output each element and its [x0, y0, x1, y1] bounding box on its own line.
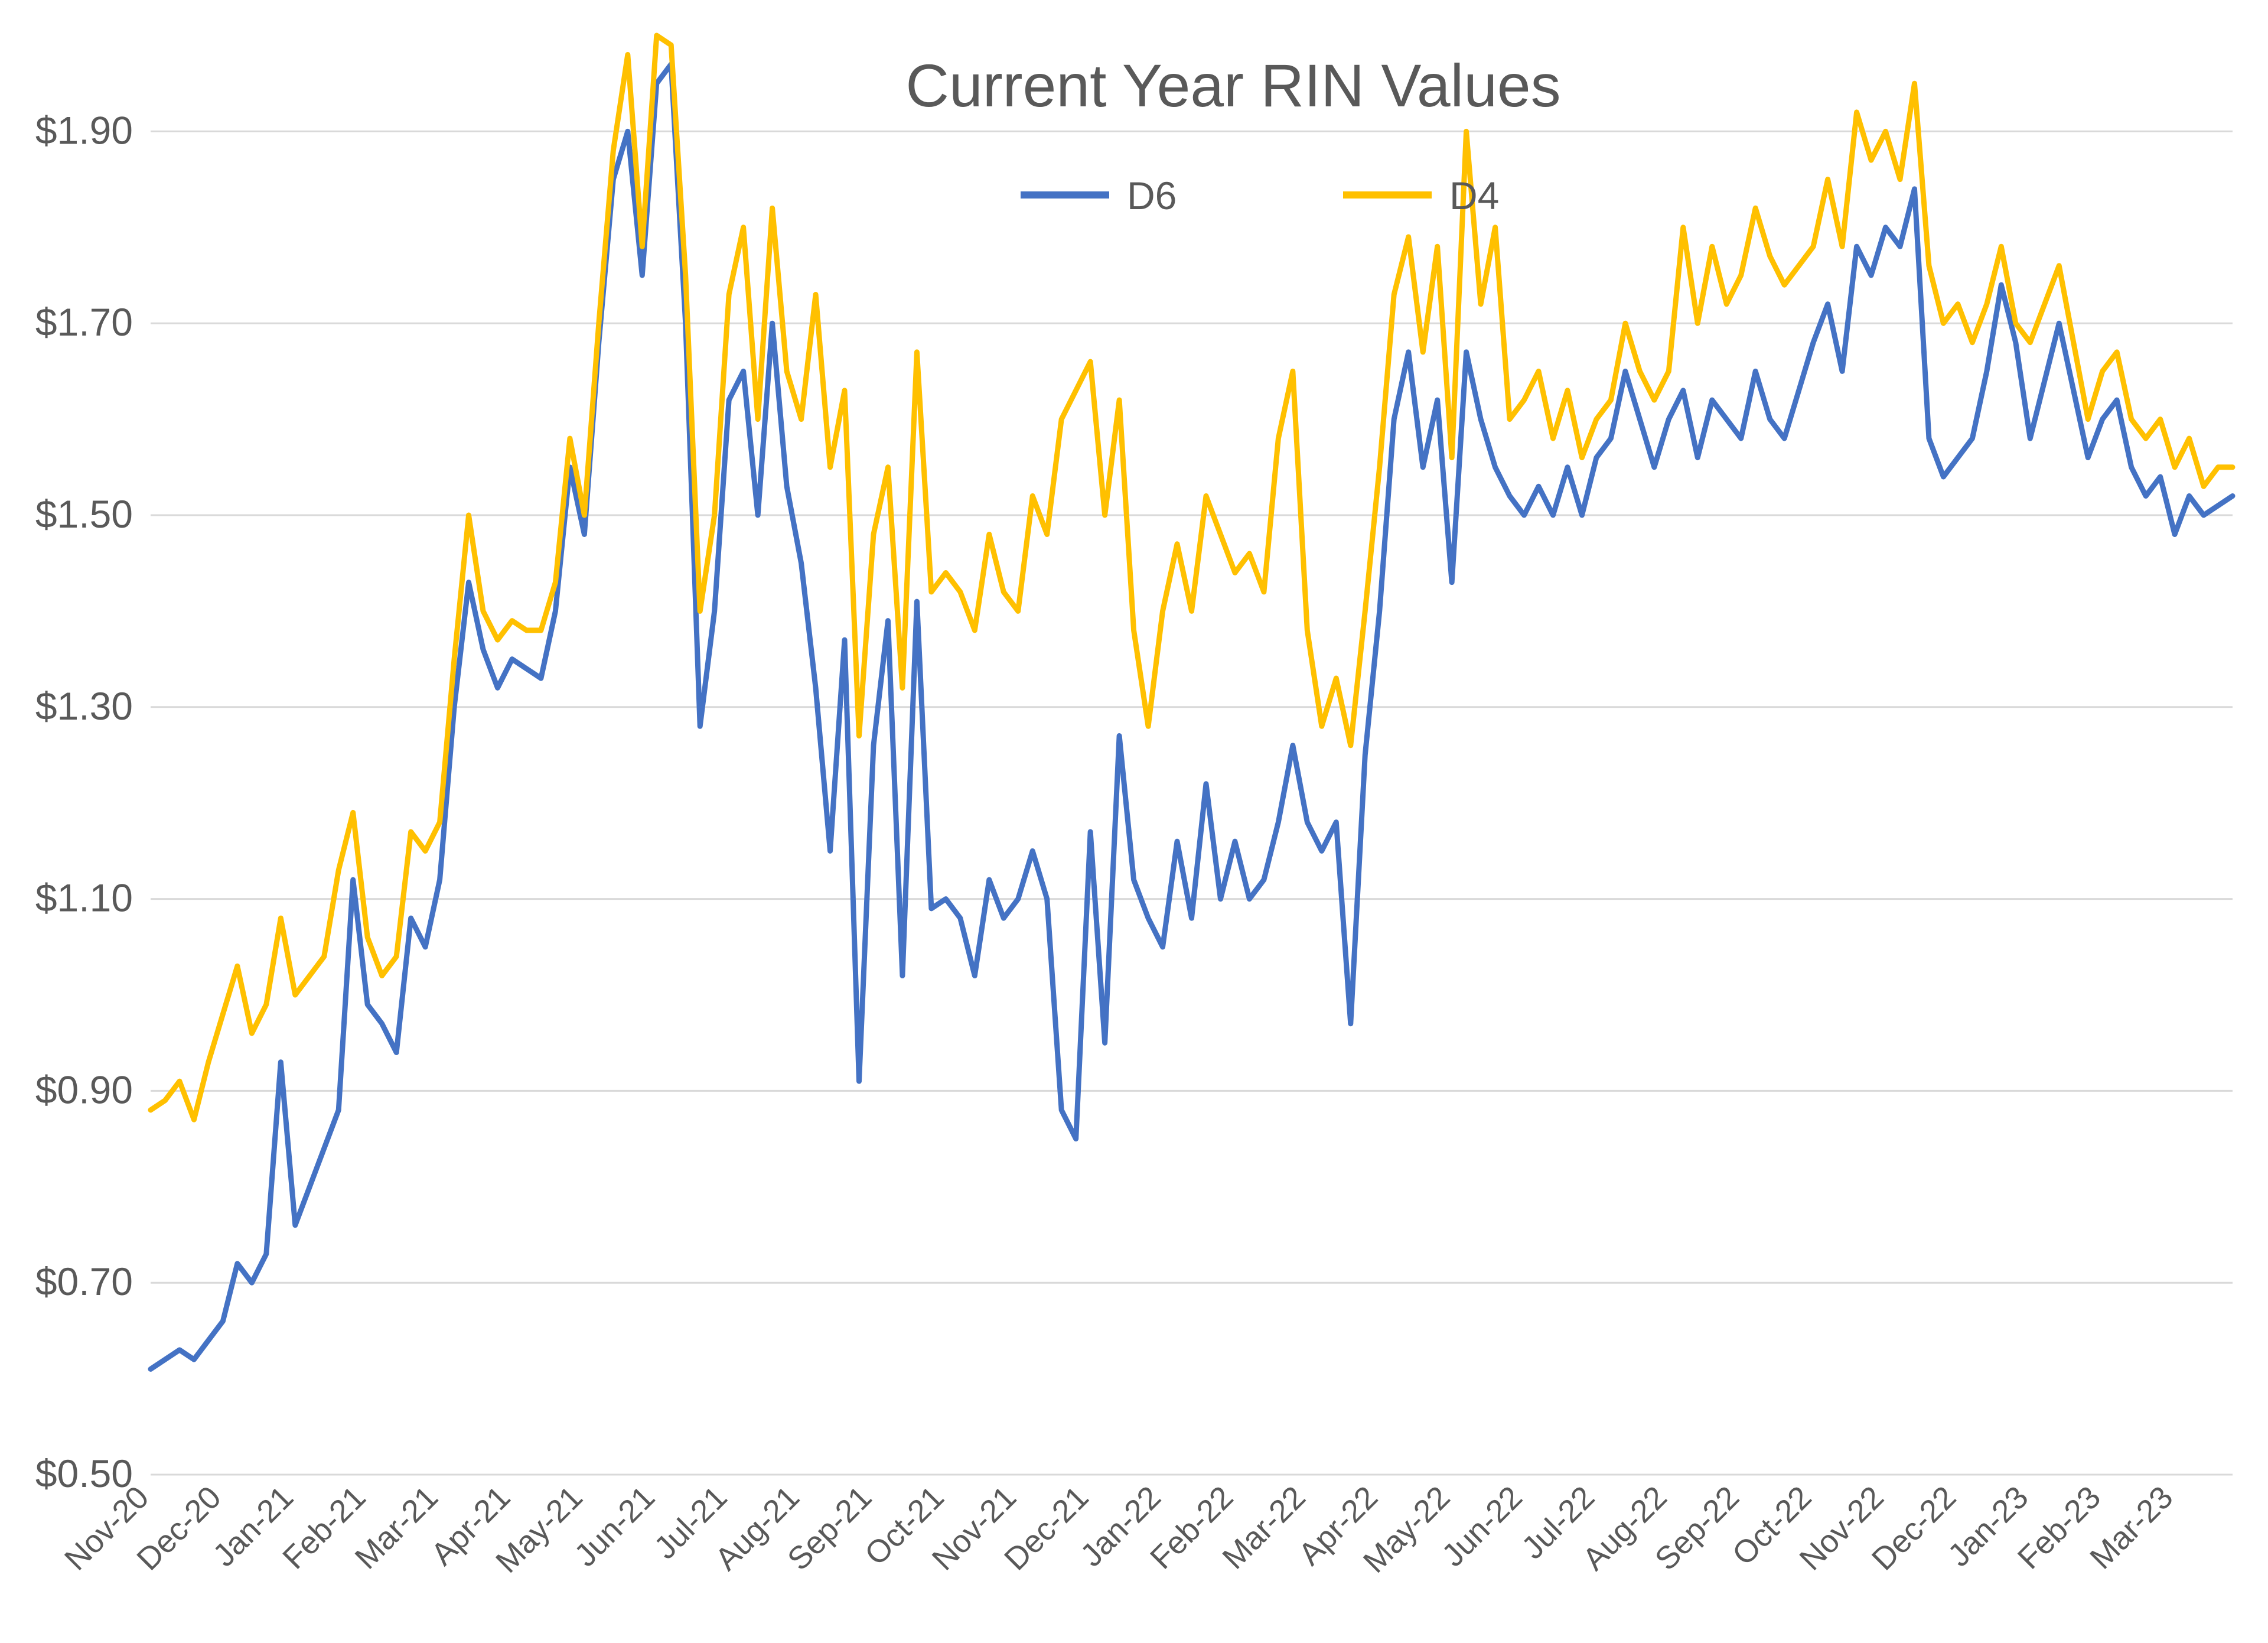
y-tick-label: $0.90 — [35, 1068, 133, 1111]
legend-label-d4: D4 — [1449, 174, 1499, 217]
legend-label-d6: D6 — [1127, 174, 1177, 217]
y-tick-label: $1.30 — [35, 684, 133, 728]
chart-container: $0.50 $0.70 $0.90 $1.10 $1.30 $1.50 $1.70 $1.90… — [0, 0, 2268, 1643]
y-tick-label: $0.50 — [35, 1452, 133, 1495]
rin-values-chart: $0.50 $0.70 $0.90 $1.10 $1.30 $1.50 $1.70 $1.90… — [0, 0, 2268, 1643]
y-tick-label: $1.50 — [35, 492, 133, 536]
y-tick-label: $1.70 — [35, 300, 133, 344]
chart-title: Current Year RIN Values — [905, 52, 1560, 119]
y-tick-label: $1.10 — [35, 876, 133, 920]
y-tick-label: $0.70 — [35, 1260, 133, 1303]
y-tick-label: $1.90 — [35, 108, 133, 152]
